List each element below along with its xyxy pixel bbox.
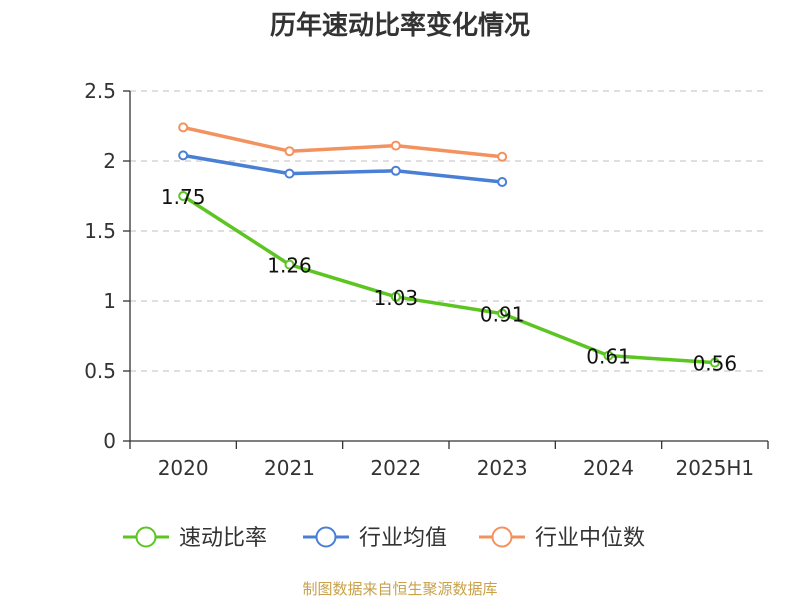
data-point bbox=[390, 140, 401, 151]
x-tick-label: 2022 bbox=[370, 456, 421, 480]
data-point bbox=[497, 177, 508, 187]
source-note: 制图数据来自恒生聚源数据库 bbox=[302, 580, 497, 598]
y-tick-label: 2 bbox=[103, 149, 116, 173]
data-point bbox=[497, 308, 508, 319]
data-point bbox=[390, 291, 401, 302]
legend-item: 行业均值 bbox=[303, 526, 447, 551]
data-point bbox=[709, 357, 720, 368]
x-tick-label: 2023 bbox=[477, 456, 528, 480]
y-axis-ticks: 0 0.5 1 1.5 2 2.5 bbox=[84, 79, 116, 453]
legend-marker bbox=[135, 526, 157, 548]
data-point bbox=[178, 150, 189, 161]
series-line bbox=[181, 153, 504, 184]
legend-label: 行业中位数 bbox=[535, 526, 645, 551]
data-label: 1.75 bbox=[161, 185, 206, 209]
legend-item: 速动比率 bbox=[123, 526, 267, 551]
data-point bbox=[284, 168, 295, 179]
data-label: 0.91 bbox=[480, 303, 525, 327]
series-line bbox=[181, 125, 504, 159]
legend-item: 行业中位数 bbox=[479, 526, 645, 551]
series-group bbox=[178, 122, 720, 368]
data-label: 0.56 bbox=[693, 352, 738, 376]
x-tick-label: 2021 bbox=[264, 456, 315, 480]
legend-label: 速动比率 bbox=[179, 526, 267, 551]
data-point bbox=[284, 146, 295, 157]
y-tick-label: 0 bbox=[103, 429, 116, 453]
legend-label: 行业均值 bbox=[359, 526, 447, 551]
data-point bbox=[178, 191, 189, 201]
data-label: 0.61 bbox=[586, 345, 631, 369]
x-axis-ticks: 2020 2021 2022 2023 2024 2025H1 bbox=[158, 456, 754, 480]
x-tick-label: 2020 bbox=[158, 456, 209, 480]
axes bbox=[123, 90, 769, 449]
grid-lines bbox=[130, 90, 768, 372]
legend-marker bbox=[491, 526, 513, 548]
data-labels: 1.75 1.26 1.03 0.91 0.61 0.56 bbox=[161, 185, 737, 376]
data-point bbox=[390, 165, 401, 176]
data-point bbox=[603, 350, 614, 361]
y-tick-label: 1 bbox=[103, 289, 116, 313]
data-point bbox=[284, 259, 295, 270]
y-tick-label: 1.5 bbox=[84, 219, 116, 243]
data-point bbox=[178, 122, 189, 133]
chart-title: 历年速动比率变化情况 bbox=[270, 10, 530, 41]
legend-marker bbox=[315, 526, 337, 548]
data-point bbox=[497, 151, 508, 162]
series-line bbox=[181, 194, 717, 365]
y-tick-label: 0.5 bbox=[84, 359, 116, 383]
legend: 速动比率 行业均值 行业中位数 bbox=[123, 526, 645, 551]
data-label: 1.26 bbox=[267, 254, 312, 278]
data-label: 1.03 bbox=[374, 286, 419, 310]
y-tick-label: 2.5 bbox=[84, 79, 116, 103]
x-tick-label: 2024 bbox=[583, 456, 634, 480]
x-tick-label: 2025H1 bbox=[675, 456, 754, 480]
